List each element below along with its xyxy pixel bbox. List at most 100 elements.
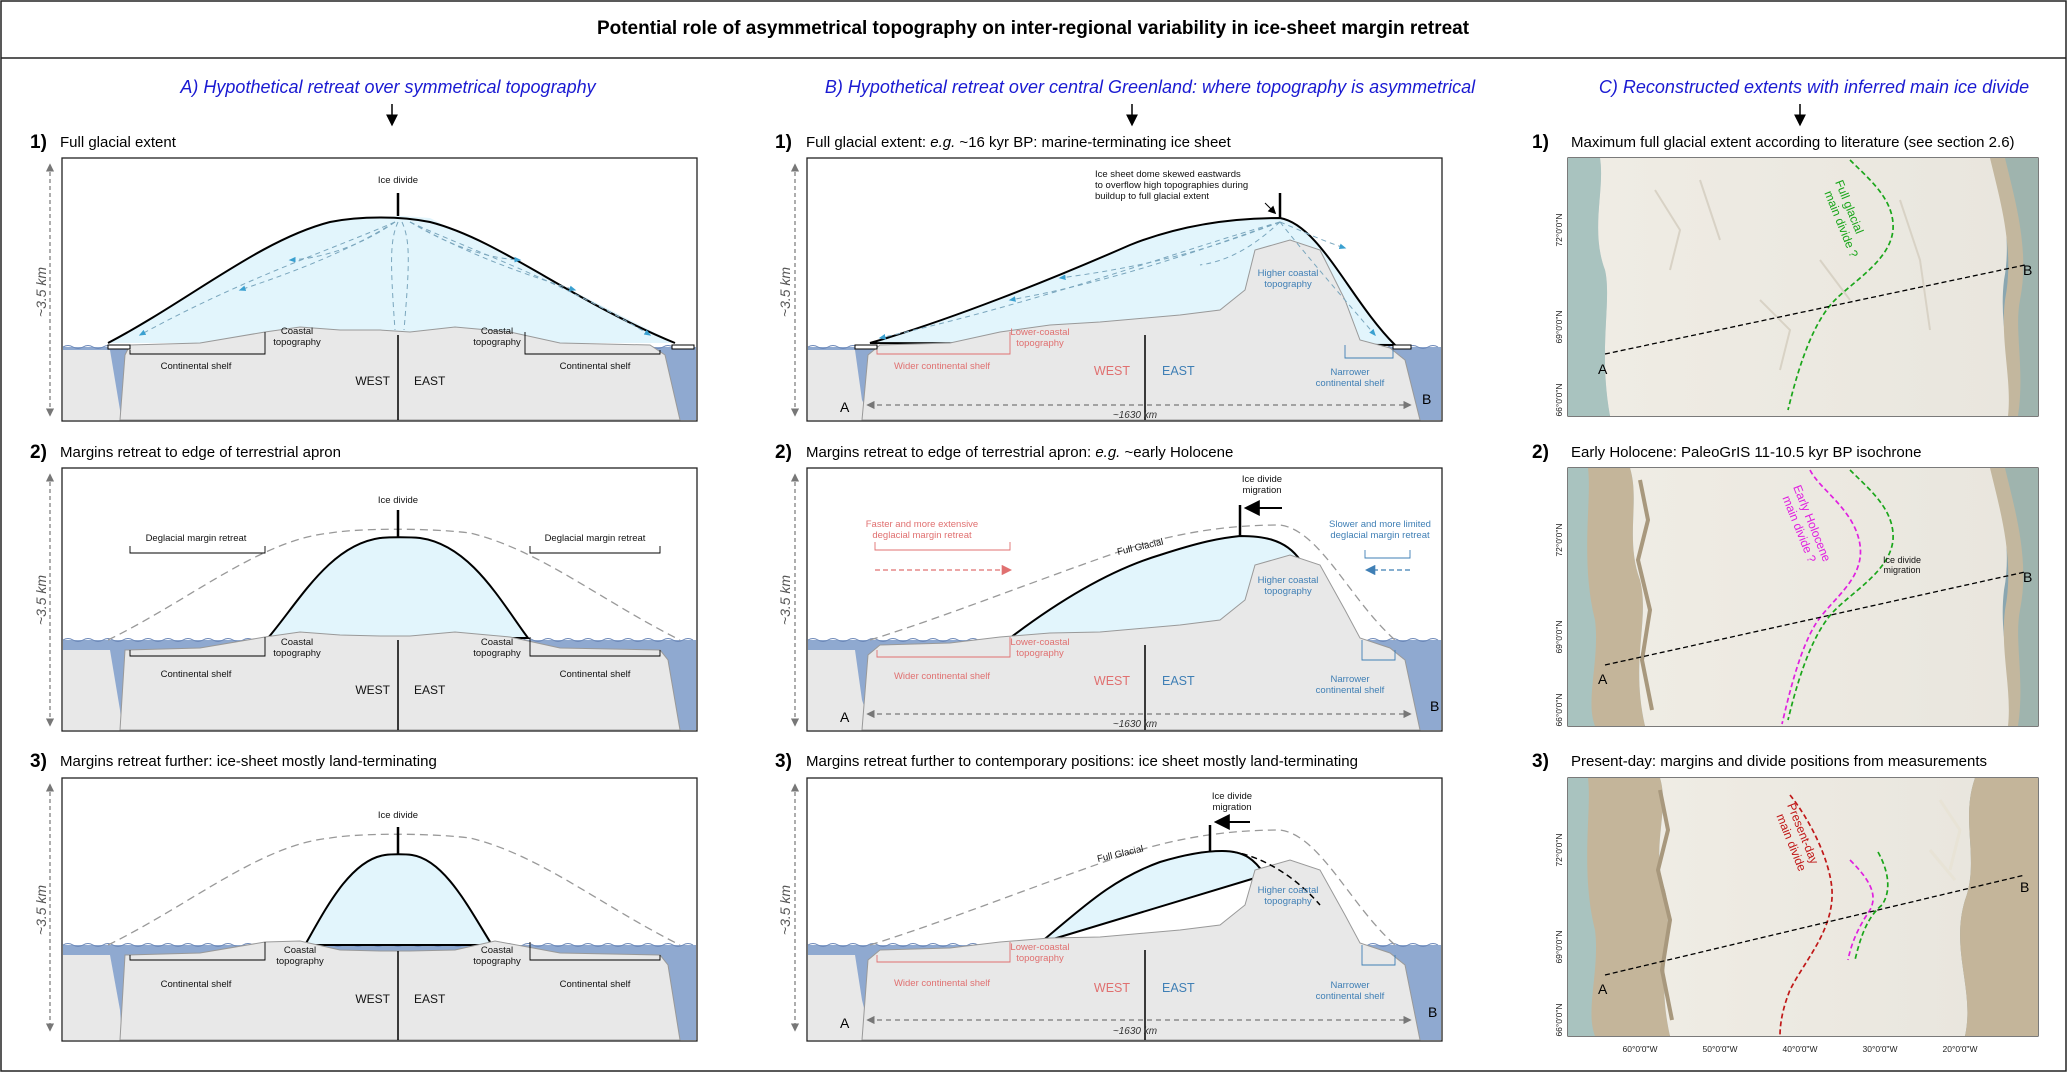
map-c3-lat-69: 69°0'0"N xyxy=(1554,930,1564,963)
panel-a3-west: WEST xyxy=(355,992,390,1006)
panel-b2-narrower-1: Narrower xyxy=(1330,674,1369,685)
panel-b3-heading: Margins retreat further to contemporary … xyxy=(806,753,1358,770)
map-c2-point-a: A xyxy=(1598,671,1608,687)
panel-a2-number: 2) xyxy=(30,442,47,463)
panel-b3-west: WEST xyxy=(1094,981,1130,995)
panel-b2-slower-2: deglacial margin retreat xyxy=(1330,530,1430,541)
panel-b2-faster-2: deglacial margin retreat xyxy=(872,530,972,541)
panel-c1: 1) Maximum full glacial extent according… xyxy=(1532,132,2039,417)
map-c3-lon-20: 20°0'0"W xyxy=(1943,1044,1978,1054)
panel-a3-coastal-w2: topography xyxy=(276,956,324,967)
panel-a1-height: ~3.5 km xyxy=(33,267,49,318)
map-c3-lat-66: 66°0'0"N xyxy=(1554,1003,1564,1036)
panel-a1-heading: Full glacial extent xyxy=(60,134,177,151)
panel-c3-number: 3) xyxy=(1532,751,1549,772)
panel-b2-higher-coastal-1: Higher coastal xyxy=(1258,575,1319,586)
panel-b3-higher-coastal-2: topography xyxy=(1264,896,1312,907)
panel-b2-higher-coastal-2: topography xyxy=(1264,586,1312,597)
panel-a2-coastal-e2: topography xyxy=(473,648,521,659)
panel-c2-heading: Early Holocene: PaleoGrIS 11-10.5 kyr BP… xyxy=(1571,444,1921,461)
column-c-label: C) xyxy=(1599,77,1618,97)
panel-a3-coastal-w1: Coastal xyxy=(284,945,316,956)
panel-b1-narrower-2: continental shelf xyxy=(1316,378,1385,389)
svg-text:A) Hypothetical retreat over s: A) Hypothetical retreat over symmetrical… xyxy=(179,77,596,97)
panel-a2-deglacial-west: Deglacial margin retreat xyxy=(146,533,247,544)
panel-b1-heading-eg: e.g. xyxy=(930,134,955,151)
svg-text:Ice sheet dome skewed eastward: Ice sheet dome skewed eastwards to overfl… xyxy=(1095,169,1248,202)
column-b-label: B) xyxy=(825,77,843,97)
panel-a2-east: EAST xyxy=(414,683,446,697)
panel-a1-coastal-e2: topography xyxy=(473,337,521,348)
panel-b2-lower-coastal-2: topography xyxy=(1016,648,1064,659)
panel-b1-east: EAST xyxy=(1162,364,1195,378)
column-a-label: A) xyxy=(179,77,198,97)
map-c3-lat-72: 72°0'0"N xyxy=(1554,833,1564,866)
column-c-heading: C) Reconstructed extents with inferred m… xyxy=(1599,77,2029,127)
panel-a1-coastal-w1: Coastal xyxy=(281,326,313,337)
map-c3-point-b: B xyxy=(2020,879,2029,895)
panel-a2-shelf-west: Continental shelf xyxy=(161,669,232,680)
panel-b2-migration-1: Ice divide xyxy=(1242,474,1282,485)
panel-b1-narrower-1: Narrower xyxy=(1330,367,1369,378)
panel-b3-lower-coastal-1: Lower-coastal xyxy=(1010,942,1069,953)
panel-a2-coastal-e1: Coastal xyxy=(481,637,513,648)
panel-a1-east: EAST xyxy=(414,374,446,388)
panel-b2-faster-1: Faster and more extensive xyxy=(866,519,978,530)
map-c1-lat-69: 69°0'0"N xyxy=(1554,310,1564,343)
panel-b3-narrower-1: Narrower xyxy=(1330,980,1369,991)
panel-a3-shelf-west: Continental shelf xyxy=(161,979,232,990)
panel-a2-west: WEST xyxy=(355,683,390,697)
panel-c2: 2) Early Holocene: PaleoGrIS 11-10.5 kyr… xyxy=(1532,442,2039,727)
map-c1-point-b: B xyxy=(2023,262,2032,278)
panel-a3-height: ~3.5 km xyxy=(33,885,49,936)
panel-b1-wider-shelf: Wider continental shelf xyxy=(894,361,990,372)
column-b-title: Hypothetical retreat over central Greenl… xyxy=(848,77,1476,97)
panel-b1-dome-note-3: buildup to full glacial extent xyxy=(1095,191,1209,202)
panel-b3-height: ~3.5 km xyxy=(777,885,793,936)
panel-b1-lower-coastal-1: Lower-coastal xyxy=(1010,327,1069,338)
panel-a1-shelf-west: Continental shelf xyxy=(161,361,232,372)
column-b-heading: B) Hypothetical retreat over central Gre… xyxy=(825,77,1476,127)
column-c-title: Reconstructed extents with inferred main… xyxy=(1623,77,2029,97)
panel-b2-distance: ~1630 km xyxy=(1113,719,1157,730)
svg-text:Full glacial extent: e.g. ~16: Full glacial extent: e.g. ~16 kyr BP: ma… xyxy=(806,134,1232,151)
panel-b3-migration-1: Ice divide xyxy=(1212,791,1252,802)
map-c3-lon-40: 40°0'0"W xyxy=(1783,1044,1818,1054)
panel-b3-point-a: A xyxy=(840,1015,850,1031)
panel-b3-distance: ~1630 km xyxy=(1113,1026,1157,1037)
map-c3-lon-60: 60°0'0"W xyxy=(1623,1044,1658,1054)
panel-b3-east: EAST xyxy=(1162,981,1195,995)
svg-text:C) Reconstructed extents with: C) Reconstructed extents with inferred m… xyxy=(1599,77,2029,97)
map-c1-point-a: A xyxy=(1598,361,1608,377)
panel-b2-slower-1: Slower and more limited xyxy=(1329,519,1431,530)
map-c2-lat-69: 69°0'0"N xyxy=(1554,620,1564,653)
map-c1: Full glacialmain divide ? A B 72°0'0"N 6… xyxy=(1554,157,2039,417)
panel-a2-heading: Margins retreat to edge of terrestrial a… xyxy=(60,444,341,461)
panel-a1-number: 1) xyxy=(30,132,47,153)
panel-a2-height: ~3.5 km xyxy=(33,575,49,626)
panel-b2-lower-coastal-1: Lower-coastal xyxy=(1010,637,1069,648)
panel-b3-number: 3) xyxy=(775,751,792,772)
map-c2-lat-72: 72°0'0"N xyxy=(1554,523,1564,556)
panel-b2-point-b: B xyxy=(1430,698,1439,714)
figure-title: Potential role of asymmetrical topograph… xyxy=(597,18,1470,39)
panel-a1-ice-divide: Ice divide xyxy=(378,175,418,186)
panel-b3-wider-shelf: Wider continental shelf xyxy=(894,978,990,989)
panel-a3-number: 3) xyxy=(30,751,47,772)
panel-b2-wider-shelf: Wider continental shelf xyxy=(894,671,990,682)
panel-b1-higher-coastal-1: Higher coastal xyxy=(1258,268,1319,279)
panel-a3-coastal-e1: Coastal xyxy=(481,945,513,956)
svg-text:B) Hypothetical retreat over c: B) Hypothetical retreat over central Gre… xyxy=(825,77,1476,97)
map-c3-lon-30: 30°0'0"W xyxy=(1863,1044,1898,1054)
panel-b1-west: WEST xyxy=(1094,364,1130,378)
